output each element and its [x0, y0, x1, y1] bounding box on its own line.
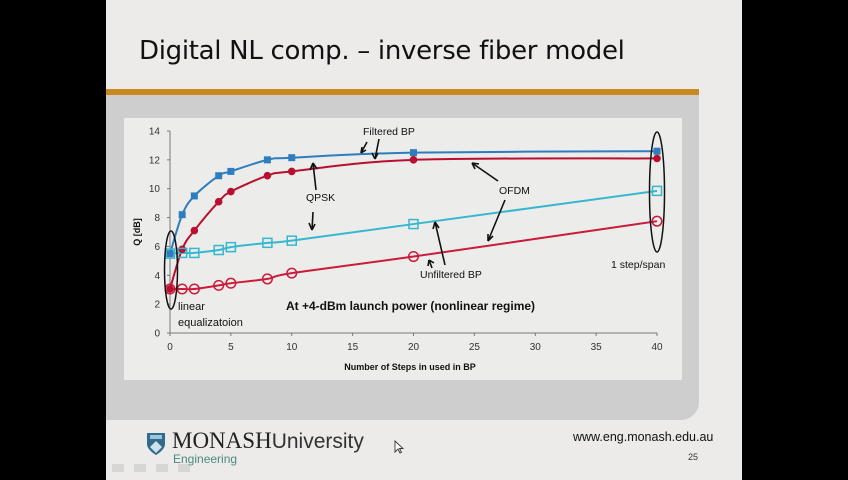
data-point-filtered-bp-qpsk: [288, 154, 296, 162]
data-point-filtered-bp-qpsk: [215, 172, 223, 180]
linear-label: linear: [178, 301, 205, 313]
x-tick-label: 20: [408, 342, 420, 353]
x-tick-label: 0: [167, 342, 173, 353]
x-axis-title: Number of Steps in used in BP: [344, 362, 476, 372]
y-tick-label: 6: [154, 242, 160, 253]
y-tick-label: 4: [154, 271, 160, 282]
y-tick-label: 10: [149, 184, 161, 195]
data-point-unfiltered-bp-qpsk: [262, 237, 273, 249]
data-point-unfiltered-bp-ofdm: [213, 279, 225, 291]
y-tick-label: 8: [154, 213, 160, 224]
unfiltered-bp-label: Unfiltered BP: [420, 269, 482, 281]
data-point-filtered-bp-qpsk: [263, 156, 271, 164]
arrow-ofdm-filtered: [471, 162, 499, 182]
arrow-unfiltered-qpsk: [434, 221, 446, 266]
data-point-filtered-bp-qpsk: [190, 192, 198, 200]
more-options-icon[interactable]: [178, 464, 190, 472]
x-tick-label: 10: [286, 342, 298, 353]
y-axis-title: Q [dB]: [132, 218, 142, 246]
university-name: MONASHUniversity: [172, 428, 364, 454]
series-line-unfiltered-bp-qpsk: [169, 189, 658, 255]
data-point-filtered-bp-ofdm: [227, 187, 235, 196]
one-step-per-span-label: 1 step/span: [611, 259, 665, 271]
data-point-filtered-bp-ofdm: [190, 226, 199, 235]
page-number: 25: [688, 452, 699, 462]
presentation-toolbar[interactable]: [112, 464, 190, 472]
data-point-filtered-bp-ofdm: [166, 285, 174, 293]
qpsk-label: QPSK: [306, 192, 335, 204]
data-point-unfiltered-bp-ofdm: [286, 267, 298, 279]
data-point-unfiltered-bp-qpsk: [213, 244, 224, 256]
faculty-name: Engineering: [173, 452, 238, 466]
data-point-filtered-bp-ofdm: [409, 156, 418, 164]
data-point-unfiltered-bp-ofdm: [261, 273, 273, 285]
data-point-unfiltered-bp-qpsk: [225, 241, 237, 253]
data-point-filtered-bp-qpsk: [653, 147, 661, 155]
launch-power-label: At +4-dBm launch power (nonlinear regime…: [286, 299, 535, 313]
data-point-unfiltered-bp-qpsk: [286, 235, 297, 246]
y-tick-label: 14: [149, 127, 161, 138]
filtered-bp-label: Filtered BP: [363, 126, 415, 138]
prev-slide-icon[interactable]: [112, 464, 124, 472]
y-tick-label: 12: [149, 155, 161, 166]
slides-grid-icon[interactable]: [156, 464, 168, 472]
data-point-filtered-bp-qpsk: [178, 211, 186, 219]
data-point-unfiltered-bp-qpsk: [651, 185, 663, 197]
mouse-cursor-icon: [394, 440, 404, 454]
slide-title: Digital NL comp. – inverse fiber model: [139, 36, 625, 66]
data-point-filtered-bp-qpsk: [410, 149, 417, 157]
data-point-unfiltered-bp-ofdm: [188, 283, 200, 295]
series-line-filtered-bp-qpsk: [169, 150, 658, 254]
data-point-filtered-bp-ofdm: [178, 245, 186, 254]
one-step-ellipse: [648, 131, 666, 253]
x-tick-label: 5: [228, 342, 234, 353]
annotation-arrows: [308, 138, 506, 269]
pen-icon[interactable]: [134, 464, 146, 472]
monash-shield-crest-icon: [147, 433, 165, 455]
x-tick-label: 30: [530, 342, 542, 353]
series-line-unfiltered-bp-ofdm: [170, 220, 658, 291]
data-point-filtered-bp-qpsk: [227, 167, 235, 175]
y-tick-label: 0: [154, 329, 160, 340]
linear-equalization-ellipse: [163, 230, 179, 310]
ofdm-label: OFDM: [499, 185, 530, 197]
data-point-unfiltered-bp-ofdm: [651, 215, 663, 227]
x-tick-label: 25: [469, 342, 481, 353]
title-underline-bar: [106, 89, 699, 95]
data-point-filtered-bp-ofdm: [263, 171, 272, 180]
arrow-ofdm-unfiltered: [487, 199, 506, 242]
arrow-filtered-ofdm: [374, 138, 380, 160]
x-tick-label: 35: [591, 342, 603, 353]
equalization-label: equalizatoion: [178, 317, 243, 329]
series-line-filtered-bp-ofdm: [169, 157, 658, 290]
university-word: University: [271, 430, 364, 453]
x-tick-label: 40: [651, 342, 663, 353]
data-point-filtered-bp-ofdm: [653, 154, 661, 163]
data-point-unfiltered-bp-ofdm: [225, 277, 237, 289]
arrow-qpsk-unfiltered: [311, 211, 314, 231]
arrow-qpsk-filtered: [312, 162, 317, 191]
x-tick-label: 15: [347, 342, 359, 353]
data-point-filtered-bp-ofdm: [214, 197, 223, 206]
footer-url[interactable]: www.eng.monash.edu.au: [573, 430, 714, 444]
y-tick-label: 2: [154, 300, 160, 311]
data-point-unfiltered-bp-qpsk: [189, 247, 200, 259]
data-point-unfiltered-bp-qpsk: [408, 218, 419, 230]
data-point-filtered-bp-qpsk: [166, 250, 174, 258]
chart-area: 0 5 10 15 20 25 30 35 40 0 2 4 6 8 10 12 14 Filtered BP …: [124, 118, 682, 380]
data-point-unfiltered-bp-qpsk: [176, 247, 188, 259]
university-name-main: MONASH: [172, 428, 272, 453]
data-point-filtered-bp-ofdm: [287, 167, 296, 176]
data-point-unfiltered-bp-ofdm: [407, 250, 420, 263]
